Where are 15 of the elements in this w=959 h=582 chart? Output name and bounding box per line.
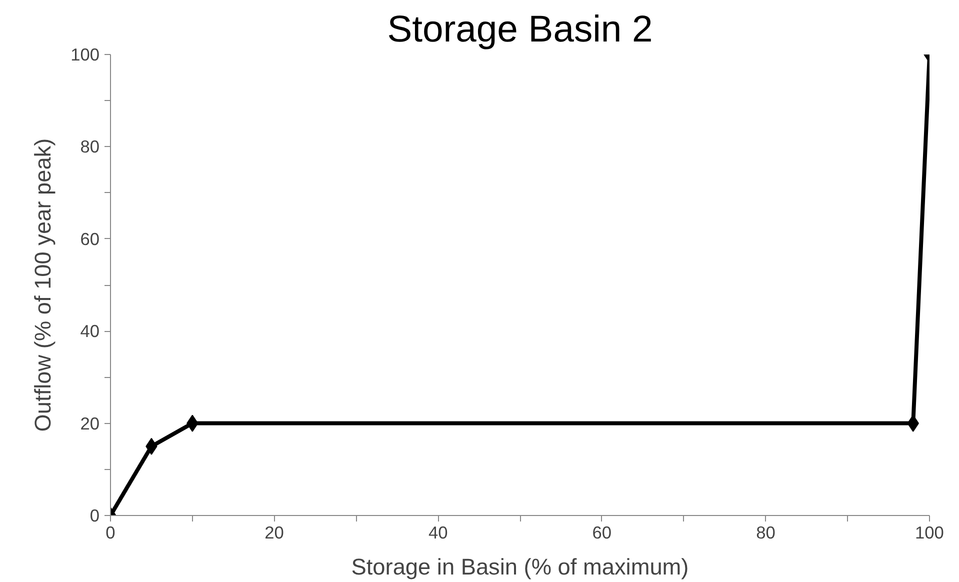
chart-title: Storage Basin 2 <box>387 8 653 50</box>
y-tick-label: 60 <box>80 228 100 249</box>
x-axis-title: Storage in Basin (% of maximum) <box>351 554 689 580</box>
x-tick-label: 80 <box>756 522 776 542</box>
y-tick-label: 40 <box>80 321 100 342</box>
y-tick-label: 20 <box>80 413 100 434</box>
x-tick-label: 40 <box>428 522 448 542</box>
y-tick-label: 80 <box>80 136 100 157</box>
x-tick-label: 20 <box>264 522 284 542</box>
x-tick-label: 0 <box>106 522 116 542</box>
x-tick-label: 60 <box>592 522 612 542</box>
y-axis-title: Outflow (% of 100 year peak) <box>30 138 56 432</box>
y-tick-label: 0 <box>90 506 100 526</box>
x-tick-label: 100 <box>915 522 944 542</box>
y-tick-label: 100 <box>70 44 100 64</box>
